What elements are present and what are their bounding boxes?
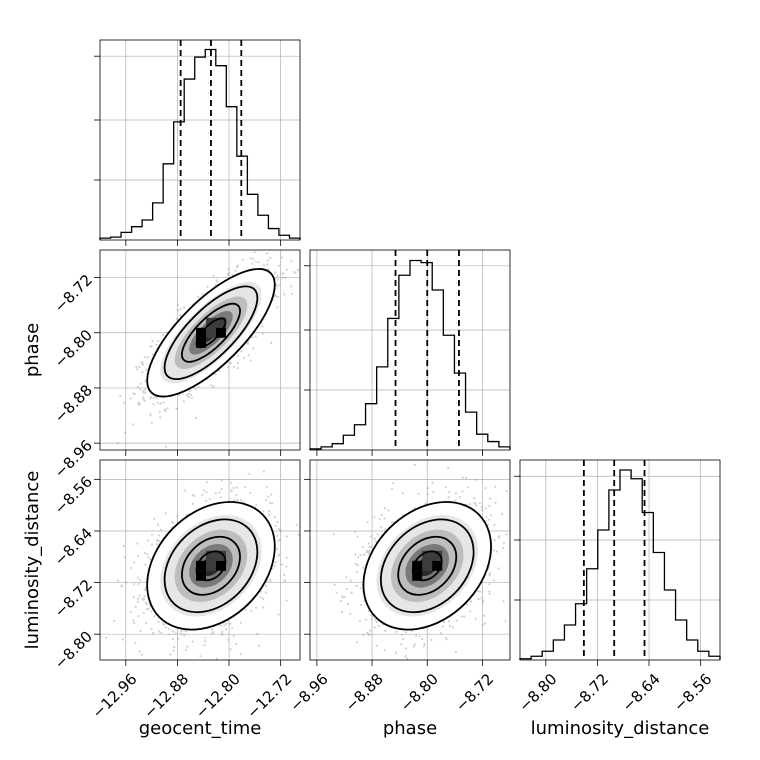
hist-luminosity_distance-group	[514, 460, 721, 666]
ytick-label-phase-1: −8.88	[51, 381, 96, 426]
hist-phase-frame	[309, 249, 511, 451]
density-geocent_time-vs-phase-core-1	[206, 327, 216, 338]
xtick-label-geocent_time-2: −12.80	[192, 670, 244, 722]
ytick-label-luminosity_distance-0: −8.80	[51, 627, 96, 672]
density-phase-vs-luminosity_distance-frame	[309, 459, 511, 661]
ytick-label-phase-3: −8.72	[51, 271, 96, 316]
xtick-label-luminosity_distance-0: −8.80	[515, 670, 560, 715]
hist-phase-group	[304, 250, 511, 456]
xtick-label-geocent_time-3: −12.72	[243, 670, 295, 722]
hist-geocent_time-bg	[100, 40, 300, 240]
xlabel-geocent_time: geocent_time	[139, 718, 262, 739]
density-phase-vs-luminosity_distance-contour-1	[379, 518, 475, 614]
xtick-label-phase-2: −8.80	[397, 670, 442, 715]
density-phase-vs-luminosity_distance-core-1	[422, 560, 433, 571]
density-geocent_time-vs-phase-group	[94, 250, 300, 456]
density-geocent_time-vs-luminosity_distance-contour-1	[163, 518, 259, 614]
density-geocent_time-vs-phase-contour-0	[146, 268, 276, 398]
density-geocent_time-vs-phase-contour-2	[181, 302, 241, 363]
density-geocent_time-vs-luminosity_distance-contour-0	[146, 501, 276, 631]
density-geocent_time-vs-luminosity_distance-core-3	[206, 550, 216, 561]
density-geocent_time-vs-luminosity_distance-contour-3	[195, 550, 227, 582]
density-phase-vs-luminosity_distance-core-4	[412, 570, 423, 581]
density-geocent_time-vs-phase-frame	[99, 249, 301, 451]
hist-geocent_time-frame	[99, 39, 301, 241]
hist-geocent_time-steps	[99, 48, 301, 240]
ytick-label-phase-0: −8.96	[51, 436, 96, 481]
density-geocent_time-vs-luminosity_distance-frame	[99, 459, 301, 661]
hist-geocent_time-group	[94, 40, 301, 246]
ylabel-luminosity_distance: luminosity_distance	[22, 471, 43, 650]
density-geocent_time-vs-luminosity_distance-core-2	[216, 560, 226, 571]
xtick-label-geocent_time-1: −12.88	[140, 670, 192, 722]
density-geocent_time-vs-luminosity_distance-contour-2	[181, 535, 241, 596]
density-phase-vs-luminosity_distance-core-2	[432, 560, 443, 571]
hist-phase-bg	[310, 250, 510, 450]
xtick-label-phase-0: −8.96	[286, 670, 331, 715]
xtick-label-phase-1: −8.88	[342, 670, 387, 715]
density-phase-vs-luminosity_distance-core-5	[432, 550, 443, 561]
density-phase-vs-luminosity_distance-contour-3	[411, 550, 443, 582]
xtick-label-luminosity_distance-2: −8.64	[619, 670, 664, 715]
hist-luminosity_distance-frame	[519, 459, 721, 661]
ytick-label-luminosity_distance-1: −8.72	[51, 576, 96, 621]
density-geocent_time-vs-luminosity_distance-core-1	[206, 560, 216, 571]
density-phase-vs-luminosity_distance-group	[304, 460, 510, 666]
xtick-label-luminosity_distance-1: −8.72	[567, 670, 612, 715]
hist-luminosity_distance-steps	[519, 469, 721, 660]
density-phase-vs-luminosity_distance-core-3	[422, 550, 433, 561]
ylabel-phase: phase	[22, 323, 43, 377]
density-geocent_time-vs-phase-core-5	[216, 317, 226, 328]
density-geocent_time-vs-luminosity_distance-group	[94, 460, 301, 666]
density-geocent_time-vs-phase-contour-1	[163, 285, 259, 381]
xlabel-luminosity_distance: luminosity_distance	[531, 718, 710, 739]
xtick-label-luminosity_distance-3: −8.56	[670, 670, 715, 715]
density-phase-vs-luminosity_distance-contour-2	[397, 535, 458, 596]
ytick-label-luminosity_distance-2: −8.64	[51, 524, 96, 569]
density-geocent_time-vs-luminosity_distance-core-0	[196, 560, 206, 571]
density-phase-vs-luminosity_distance-core-0	[412, 560, 423, 571]
density-geocent_time-vs-phase-core-4	[196, 337, 206, 348]
hist-phase-steps	[309, 259, 511, 450]
xlabel-phase: phase	[383, 718, 437, 739]
ytick-label-phase-2: −8.80	[51, 326, 96, 371]
density-geocent_time-vs-luminosity_distance-core-5	[216, 550, 226, 561]
xtick-label-geocent_time-0: −12.96	[89, 670, 141, 722]
density-geocent_time-vs-luminosity_distance-core-4	[196, 570, 206, 581]
ytick-label-luminosity_distance-3: −8.56	[51, 473, 96, 518]
xtick-label-phase-3: −8.72	[452, 670, 497, 715]
density-geocent_time-vs-phase-contour-3	[195, 317, 227, 349]
density-phase-vs-luminosity_distance-contour-0	[362, 501, 492, 631]
